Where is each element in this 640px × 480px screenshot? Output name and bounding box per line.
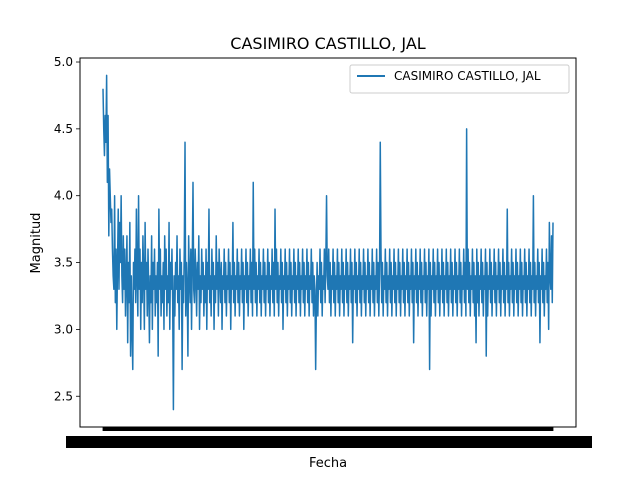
y-tick-label: 4.0 xyxy=(54,189,73,203)
y-axis-label: Magnitud xyxy=(29,213,44,274)
x-tick-label-band xyxy=(66,436,592,448)
legend: CASIMIRO CASTILLO, JAL xyxy=(349,64,570,94)
y-tick-label: 2.5 xyxy=(54,389,73,403)
x-axis-label: Fecha xyxy=(309,456,347,471)
y-tick-label: 3.0 xyxy=(54,322,73,336)
x-tick-labels xyxy=(66,436,592,448)
x-axis xyxy=(66,427,592,448)
y-tick-label: 3.5 xyxy=(54,256,73,270)
y-axis: 2.5 3.0 3.5 4.0 4.5 5.0 xyxy=(54,55,80,403)
series-group xyxy=(102,74,554,411)
y-tick-label: 4.5 xyxy=(54,122,73,136)
y-tick-label: 5.0 xyxy=(54,55,73,69)
x-tick-marks xyxy=(102,427,554,431)
series-line-0 xyxy=(102,74,554,411)
chart-title: CASIMIRO CASTILLO, JAL xyxy=(230,34,425,53)
legend-entry-label: CASIMIRO CASTILLO, JAL xyxy=(394,69,541,83)
legend-box xyxy=(349,64,570,94)
x-tick-band xyxy=(102,427,554,431)
